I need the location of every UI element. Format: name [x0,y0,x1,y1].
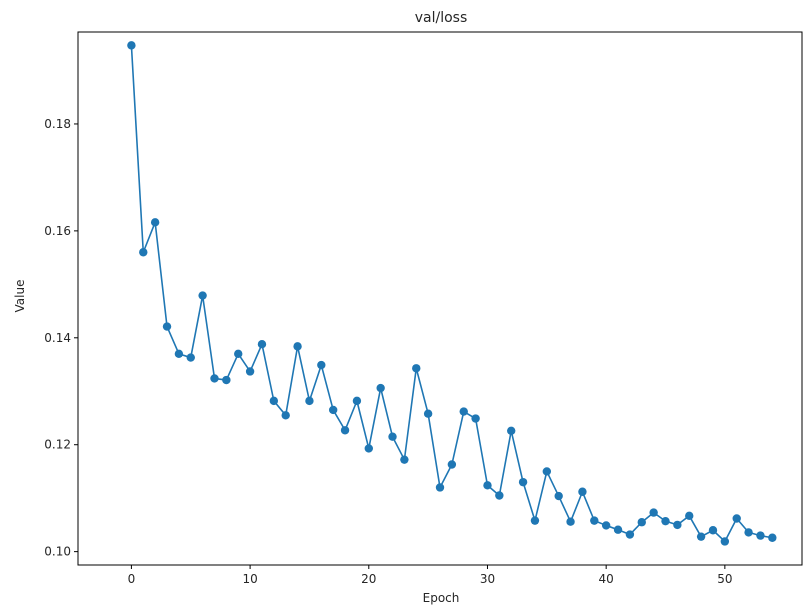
y-tick-label: 0.14 [44,331,71,345]
data-point [340,426,350,435]
y-axis: 0.10 0.12 0.14 0.16 0.18 [44,117,78,559]
data-point [613,525,623,534]
x-tick-label: 50 [717,572,732,586]
data-point [507,426,516,436]
y-tick-label: 0.10 [44,545,71,559]
data-point [328,405,338,415]
data-point [661,516,670,526]
data-point [412,364,421,373]
data-point [578,487,587,496]
data-point [756,531,765,540]
data-point [269,396,279,406]
data-point [625,530,635,539]
data-point [590,516,599,525]
data-point [293,342,302,351]
data-point [566,517,575,526]
data-point [245,367,255,376]
x-tick-label: 30 [480,572,495,586]
data-point [139,248,148,257]
data-point [447,460,457,469]
x-tick-label: 0 [128,572,136,586]
x-tick-label: 40 [599,572,614,586]
y-tick-label: 0.18 [44,117,71,131]
data-point [364,444,373,453]
data-point [127,41,136,50]
data-point [317,360,326,370]
y-tick-label: 0.16 [44,224,71,238]
plot-frame [77,31,803,566]
data-point [222,375,231,385]
data-point [198,291,207,300]
data-point [471,414,480,423]
data-point [554,491,563,501]
data-point [673,520,682,530]
x-axis: 0 10 20 30 40 50 [128,565,732,586]
data-point [174,349,184,359]
data-point [495,491,504,500]
data-point [542,467,552,476]
data-point [459,407,468,416]
data-point [744,528,753,537]
data-point [685,511,694,521]
data-point [281,411,290,420]
data-point [423,409,433,418]
data-point [696,532,706,541]
data-point [530,516,540,525]
data-point [732,514,741,523]
x-axis-label: Epoch [423,591,460,605]
data-point [637,518,646,527]
data-point [150,218,160,227]
y-tick-label: 0.12 [44,438,71,452]
data-point [483,481,492,490]
data-point [708,526,718,535]
y-axis-label: Value [13,280,27,313]
data-point [400,455,409,464]
data-point [186,353,195,362]
data-point [257,340,267,349]
x-tick-label: 20 [361,572,376,586]
data-point [234,349,243,359]
data-point [305,396,314,406]
data-point [210,374,219,383]
data-point [518,477,528,487]
data-point [649,508,658,517]
data-point [376,383,385,393]
chart-title: val/loss [415,10,468,26]
plot-area [77,31,803,566]
data-point [352,396,362,406]
x-tick-label: 10 [242,572,257,586]
data-point [601,521,611,530]
data-point [388,432,397,441]
data-point [435,483,445,492]
data-point [768,533,777,542]
data-point [720,537,730,546]
data-point [162,322,172,331]
